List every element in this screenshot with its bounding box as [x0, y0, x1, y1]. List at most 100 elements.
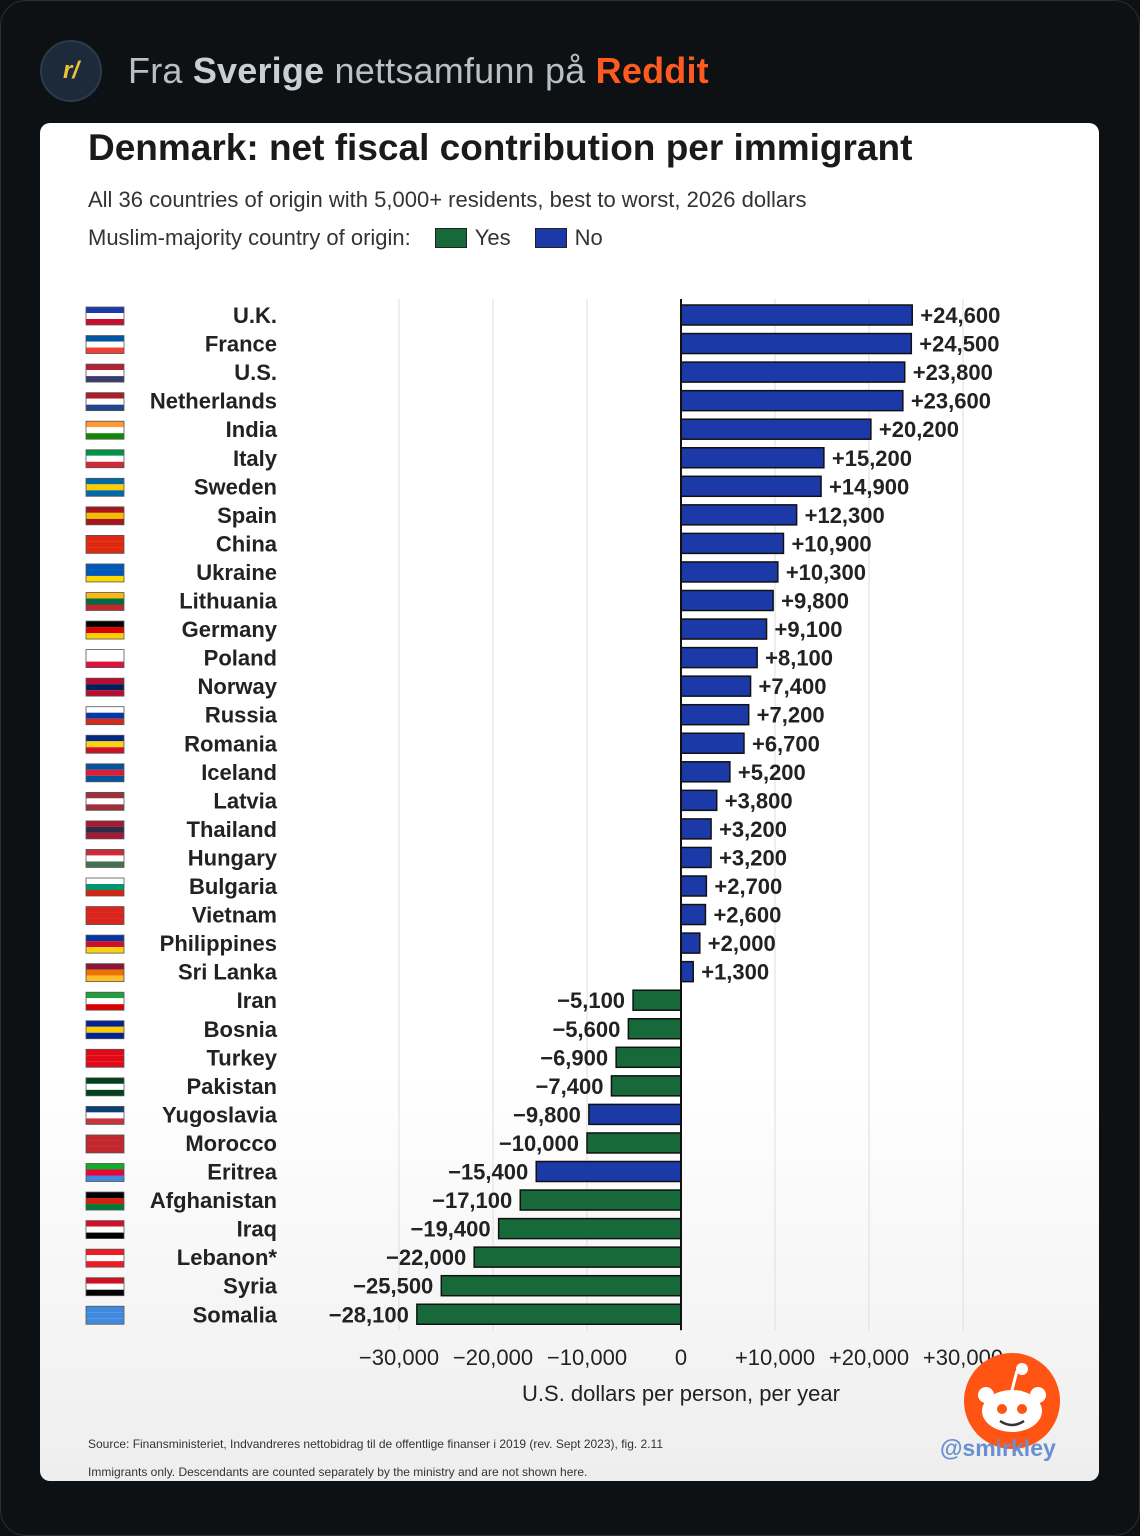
- flag-icon: [85, 763, 125, 783]
- flag-icon: [85, 620, 125, 640]
- value-label: −5,100: [557, 988, 625, 1013]
- value-label: +3,800: [725, 788, 793, 813]
- flag-stripe: [86, 1118, 124, 1125]
- flag-stripe: [86, 1026, 124, 1033]
- author-handle[interactable]: @smirkley: [940, 1435, 1056, 1461]
- flag-stripe: [86, 307, 124, 313]
- reddit-brand[interactable]: Reddit: [595, 50, 709, 91]
- value-label: +12,300: [805, 503, 885, 528]
- legend-item-no: No: [534, 225, 603, 251]
- reddit-snoo-icon: [964, 1353, 1060, 1449]
- flag-stripe: [86, 735, 124, 742]
- flag-stripe: [86, 364, 124, 371]
- flag-stripe: [86, 563, 124, 570]
- flag-stripe: [86, 649, 124, 656]
- flag-stripe: [86, 341, 124, 348]
- flag-stripe: [86, 518, 124, 525]
- flag-stripe: [86, 1232, 124, 1239]
- bar: [680, 447, 825, 469]
- flag-stripe: [86, 627, 124, 634]
- flag-icon: [85, 734, 125, 754]
- country-label: Lithuania: [179, 589, 278, 614]
- value-label: +5,200: [738, 760, 806, 785]
- flag-icon: [85, 849, 125, 868]
- flag-stripe: [86, 684, 124, 691]
- value-label: +9,800: [781, 589, 849, 614]
- country-label: Vietnam: [192, 903, 277, 928]
- flag-stripe: [86, 947, 124, 954]
- community-name[interactable]: Sverige: [192, 50, 325, 91]
- flag-icon: [85, 706, 125, 726]
- country-label: Somalia: [193, 1302, 278, 1327]
- chart-image[interactable]: Denmark: net fiscal contribution per imm…: [40, 123, 1099, 1481]
- flag-stripe: [86, 478, 124, 485]
- country-label: Spain: [217, 503, 277, 528]
- flag-stripe: [86, 1083, 124, 1090]
- bar: [416, 1303, 682, 1325]
- country-label: Bulgaria: [189, 874, 278, 899]
- flag-stripe: [86, 1261, 124, 1268]
- flag-stripe: [86, 319, 124, 325]
- legend-item-yes: Yes: [434, 225, 511, 251]
- flag-icon: [85, 363, 125, 383]
- flag-stripe: [86, 775, 124, 782]
- flag-stripe: [86, 1198, 124, 1205]
- flag-stripe: [86, 1163, 124, 1170]
- flag-stripe: [86, 598, 124, 605]
- bar: [680, 646, 758, 669]
- flag-stripe: [86, 975, 124, 982]
- flag-stripe: [86, 884, 124, 890]
- flag-stripe: [86, 878, 124, 884]
- country-label: China: [216, 531, 278, 556]
- bar: [473, 1246, 682, 1268]
- country-label: Poland: [204, 646, 277, 671]
- value-label: −17,100: [432, 1188, 512, 1213]
- value-label: +10,900: [791, 531, 871, 556]
- flag-icon: [85, 392, 125, 412]
- flag-stripe: [86, 855, 124, 862]
- flag-stripe: [86, 678, 124, 685]
- flag-stripe: [86, 1169, 124, 1176]
- flag-stripe: [86, 912, 124, 919]
- flag-stripe: [86, 541, 124, 548]
- value-label: +3,200: [719, 817, 787, 842]
- flag-stripe: [86, 661, 124, 668]
- flag-stripe: [86, 1306, 124, 1313]
- country-label: Turkey: [206, 1045, 277, 1070]
- legend-title: Muslim-majority country of origin:: [88, 225, 411, 250]
- flag-icon: [85, 1305, 125, 1325]
- flag-stripe: [86, 547, 124, 554]
- flag-stripe: [86, 992, 124, 999]
- value-label: +23,800: [913, 360, 993, 385]
- chart-legend: Muslim-majority country of origin: Yes N…: [88, 225, 603, 251]
- flag-stripe: [86, 569, 124, 576]
- bar: [680, 789, 718, 812]
- flag-stripe: [86, 575, 124, 582]
- flag-stripe: [86, 1220, 124, 1227]
- country-label: Germany: [182, 617, 278, 642]
- flag-icon: [85, 477, 125, 497]
- flag-icon: [85, 791, 125, 811]
- flag-stripe: [86, 1020, 124, 1027]
- flag-icon: [85, 420, 125, 440]
- flag-stripe: [86, 918, 124, 925]
- x-tick-label: 0: [675, 1345, 687, 1370]
- bar: [680, 475, 822, 498]
- bar: [680, 818, 712, 840]
- header-prefix: Fra: [128, 50, 193, 91]
- x-tick-label: −20,000: [453, 1345, 533, 1370]
- flag-icon: [85, 1191, 125, 1211]
- country-label: Thailand: [187, 817, 277, 842]
- x-tick-label: −10,000: [547, 1345, 627, 1370]
- x-tick-label: −30,000: [359, 1345, 439, 1370]
- country-label: Romania: [184, 731, 278, 756]
- subreddit-icon[interactable]: r/: [40, 40, 102, 102]
- value-label: −9,800: [513, 1102, 581, 1127]
- flag-stripe: [86, 1255, 124, 1262]
- flag-stripe: [86, 1004, 124, 1011]
- flag-icon: [85, 963, 125, 983]
- flag-stripe: [86, 1061, 124, 1068]
- flag-stripe: [86, 404, 124, 411]
- bar: [680, 589, 774, 612]
- flag-stripe: [86, 849, 124, 856]
